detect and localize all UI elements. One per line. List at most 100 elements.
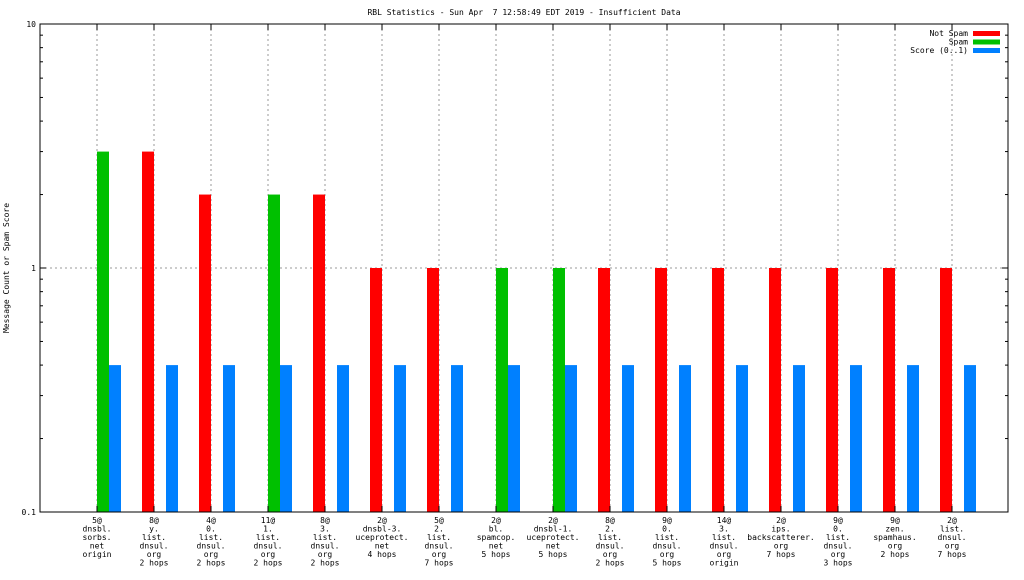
x-tick-label-line: 3. bbox=[719, 525, 729, 534]
x-tick-label-line: org bbox=[432, 550, 447, 559]
x-tick-label-line: origin bbox=[710, 559, 739, 568]
x-tick-label-line: 8@ bbox=[320, 516, 330, 525]
x-tick-label-line: spamhaus. bbox=[873, 533, 916, 542]
x-tick-label-line: net bbox=[90, 542, 105, 551]
bar-spam bbox=[268, 194, 280, 512]
x-tick-label-line: 2 hops bbox=[197, 559, 226, 568]
bar-not-spam bbox=[826, 268, 838, 512]
axis-ticks: 0.1 1 10 bbox=[22, 20, 1008, 517]
x-tick-label-line: dnsbl-1. bbox=[534, 525, 573, 534]
x-tick-label-line: list. bbox=[712, 533, 736, 542]
x-tick-label-line: 2@ bbox=[947, 516, 957, 525]
x-tick-label-line: org bbox=[831, 550, 846, 559]
x-tick-label-line: y. bbox=[149, 525, 159, 534]
x-tick-label: 9@ 0. list. dnsul. org 5 hops bbox=[653, 516, 682, 568]
x-tick-label: 9@ zen. spamhaus. org 2 hops bbox=[873, 516, 916, 559]
bar-score-0-1- bbox=[964, 365, 976, 512]
x-tick-label: 5@ 2. list. dnsul. org 7 hops bbox=[425, 516, 454, 568]
x-tick-label-line: zen. bbox=[885, 525, 904, 534]
bar-not-spam bbox=[940, 268, 952, 512]
x-tick-label-line: 11@ bbox=[261, 516, 276, 525]
bar-score-0-1- bbox=[679, 365, 691, 512]
x-tick-label-line: 5 hops bbox=[482, 550, 511, 559]
bar-score-0-1- bbox=[223, 365, 235, 512]
y-tick-label: 10 bbox=[26, 20, 36, 29]
bar-not-spam bbox=[883, 268, 895, 512]
x-tick-label: 2@ list. dnsul. org 7 hops bbox=[938, 516, 967, 559]
bar-score-0-1- bbox=[166, 365, 178, 512]
x-tick-label-line: origin bbox=[83, 550, 112, 559]
x-tick-label-line: 2@ bbox=[776, 516, 786, 525]
bar-score-0-1- bbox=[394, 365, 406, 512]
x-tick-label-line: 1. bbox=[263, 525, 273, 534]
x-tick-label-line: dnsbl-3. bbox=[363, 525, 402, 534]
bar-score-0-1- bbox=[850, 365, 862, 512]
x-tick-label-line: 0. bbox=[833, 525, 843, 534]
legend-label: Not Spam bbox=[929, 29, 968, 38]
x-tick-label-line: backscatterer. bbox=[747, 533, 814, 542]
bar-not-spam bbox=[199, 194, 211, 512]
x-tick-label-line: spamcop. bbox=[477, 533, 516, 542]
x-tick-label-line: 8@ bbox=[605, 516, 615, 525]
x-tick-label-line: net bbox=[489, 542, 504, 551]
x-tick-label-line: org bbox=[945, 542, 960, 551]
x-tick-label-line: uceprotect. bbox=[527, 533, 580, 542]
bars bbox=[97, 151, 976, 513]
x-tick-label-line: dnsul. bbox=[710, 542, 739, 551]
legend-label: Spam bbox=[949, 38, 968, 47]
x-tick-label: 9@ 0. list. dnsul. org 3 hops bbox=[824, 516, 853, 568]
x-tick-label-line: dnsul. bbox=[140, 542, 169, 551]
x-tick-label-line: list. bbox=[826, 533, 850, 542]
x-tick-label-line: list. bbox=[427, 533, 451, 542]
x-tick-label-line: dnsbl. bbox=[83, 525, 112, 534]
bar-score-0-1- bbox=[451, 365, 463, 512]
x-tick-label-line: dnsul. bbox=[311, 542, 340, 551]
y-axis-label: Message Count or Spam Score bbox=[2, 203, 11, 333]
x-tick-label-line: dnsul. bbox=[197, 542, 226, 551]
bar-score-0-1- bbox=[622, 365, 634, 512]
x-tick-label-line: net bbox=[375, 542, 390, 551]
x-tick-label-line: 2@ bbox=[548, 516, 558, 525]
x-tick-label-line: 5 hops bbox=[653, 559, 682, 568]
x-tick-label-line: org bbox=[888, 542, 903, 551]
bar-score-0-1- bbox=[793, 365, 805, 512]
bar-spam bbox=[496, 268, 508, 512]
bar-score-0-1- bbox=[508, 365, 520, 512]
bar-spam bbox=[553, 268, 565, 512]
y-tick-label: 0.1 bbox=[22, 508, 37, 517]
x-tick-label-line: 3 hops bbox=[824, 559, 853, 568]
bar-not-spam bbox=[655, 268, 667, 512]
bar-score-0-1- bbox=[907, 365, 919, 512]
bar-score-0-1- bbox=[280, 365, 292, 512]
x-tick-label-line: bl. bbox=[489, 525, 503, 534]
x-tick-label-line: list. bbox=[940, 525, 964, 534]
x-tick-label-line: 3. bbox=[320, 525, 330, 534]
x-tick-label-line: 8@ bbox=[149, 516, 159, 525]
x-tick-label-line: 9@ bbox=[662, 516, 672, 525]
x-tick-label-line: 2 hops bbox=[881, 550, 910, 559]
x-tick-label-line: org bbox=[204, 550, 219, 559]
x-tick-label-line: dnsul. bbox=[254, 542, 283, 551]
x-tick-label-line: 9@ bbox=[890, 516, 900, 525]
chart-title: RBL Statistics - Sun Apr 7 12:58:49 EDT … bbox=[367, 8, 680, 17]
bar-not-spam bbox=[313, 194, 325, 512]
x-tick-label-line: 9@ bbox=[833, 516, 843, 525]
x-tick-label: 5@ dnsbl. sorbs. net origin bbox=[83, 516, 112, 559]
x-tick-label-line: dnsul. bbox=[596, 542, 625, 551]
x-tick-label-line: list. bbox=[313, 533, 337, 542]
legend-swatch bbox=[973, 39, 1000, 45]
bar-not-spam bbox=[427, 268, 439, 512]
x-tick-label-line: list. bbox=[142, 533, 166, 542]
x-tick-label-line: ips. bbox=[771, 525, 790, 534]
legend-swatch bbox=[973, 31, 1000, 36]
x-tick-label-line: org bbox=[717, 550, 732, 559]
x-tick-label-line: net bbox=[546, 542, 561, 551]
x-tick-label-line: 2 hops bbox=[596, 559, 625, 568]
x-tick-label: 8@ 2. list. dnsul. org 2 hops bbox=[596, 516, 625, 568]
y-tick-label: 1 bbox=[31, 264, 36, 273]
x-tick-label-line: org bbox=[660, 550, 675, 559]
bar-score-0-1- bbox=[736, 365, 748, 512]
x-tick-label-line: 4@ bbox=[206, 516, 216, 525]
bar-not-spam bbox=[769, 268, 781, 512]
